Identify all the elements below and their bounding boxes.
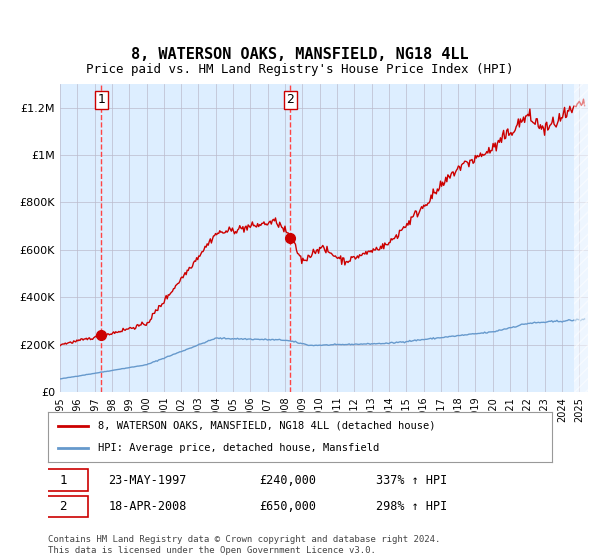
Text: 18-APR-2008: 18-APR-2008 [109,500,187,514]
Text: Price paid vs. HM Land Registry's House Price Index (HPI): Price paid vs. HM Land Registry's House … [86,63,514,76]
Text: 2: 2 [59,500,67,514]
Bar [574,84,588,392]
Text: 8, WATERSON OAKS, MANSFIELD, NG18 4LL: 8, WATERSON OAKS, MANSFIELD, NG18 4LL [131,46,469,62]
Text: 2: 2 [286,93,294,106]
Text: 1: 1 [97,93,106,106]
Text: 8, WATERSON OAKS, MANSFIELD, NG18 4LL (detached house): 8, WATERSON OAKS, MANSFIELD, NG18 4LL (d… [98,421,436,431]
Text: £650,000: £650,000 [260,500,317,514]
Text: This data is licensed under the Open Government Licence v3.0.: This data is licensed under the Open Gov… [48,546,376,555]
Text: HPI: Average price, detached house, Mansfield: HPI: Average price, detached house, Mans… [98,443,380,453]
Text: 23-MAY-1997: 23-MAY-1997 [109,474,187,487]
Text: 298% ↑ HPI: 298% ↑ HPI [376,500,447,514]
Text: 1: 1 [59,474,67,487]
FancyBboxPatch shape [38,469,88,491]
FancyBboxPatch shape [38,496,88,517]
Text: Contains HM Land Registry data © Crown copyright and database right 2024.: Contains HM Land Registry data © Crown c… [48,535,440,544]
Text: £240,000: £240,000 [260,474,317,487]
Text: 337% ↑ HPI: 337% ↑ HPI [376,474,447,487]
Bar [101,84,290,392]
